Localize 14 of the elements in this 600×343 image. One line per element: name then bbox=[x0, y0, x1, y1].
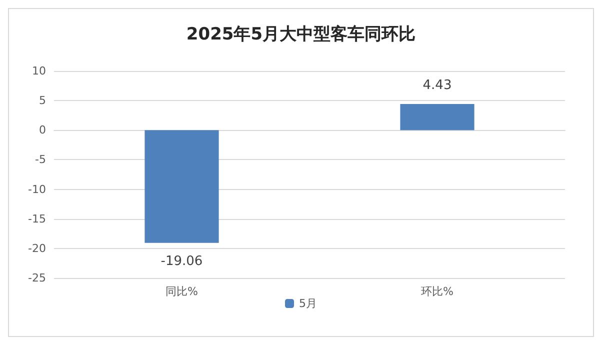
y-tick-label: 10 bbox=[32, 64, 46, 78]
legend-label: 5月 bbox=[299, 297, 317, 310]
chart-title: 2025年5月大中型客车同环比 bbox=[186, 24, 416, 44]
y-tick-label: -15 bbox=[28, 212, 46, 226]
data-label: 4.43 bbox=[422, 78, 452, 93]
data-label: -19.06 bbox=[160, 254, 203, 269]
x-tick-label: 同比% bbox=[166, 285, 198, 298]
y-tick-label: 5 bbox=[39, 94, 46, 108]
x-tick-label: 环比% bbox=[421, 285, 454, 298]
y-tick-label: -25 bbox=[28, 272, 46, 284]
y-tick-label: -10 bbox=[28, 182, 46, 196]
y-tick-label: 0 bbox=[39, 124, 46, 137]
y-tick-label: -20 bbox=[28, 242, 46, 255]
y-tick-label: -5 bbox=[35, 153, 46, 166]
